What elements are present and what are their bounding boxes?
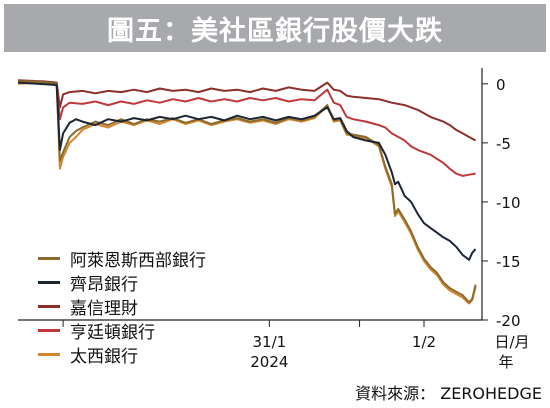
x-axis-label: 日/月: [494, 333, 529, 351]
legend-item: 亨廷頓銀行: [38, 318, 206, 343]
title-bar: 圖五：美社區銀行股價大跌: [4, 4, 546, 52]
y-tick-label: -10: [496, 194, 521, 212]
plot-panel: 0 -5 -10 -15 -20 31/1 2024 1/2 日/月年 阿萊恩斯西部銀行 齊昂銀行…: [4, 58, 546, 378]
legend-label: 齊昂銀行: [70, 274, 138, 295]
series-line-hilltop: [17, 81, 476, 177]
legend-label: 太西銀行: [70, 346, 138, 367]
x-axis-label-year: 年: [498, 353, 513, 371]
legend-swatch: [38, 256, 60, 260]
legend: 阿萊恩斯西部銀行 齊昂銀行嘉信理財亨廷頓銀行太西銀行: [38, 246, 206, 367]
legend-item: 嘉信理財: [38, 294, 206, 319]
y-tick-label: -15: [496, 253, 521, 271]
x-tick-label: 31/1: [252, 333, 286, 351]
chart-title: 圖五：美社區銀行股價大跌: [107, 15, 443, 47]
series-line-hingham: [17, 79, 477, 142]
legend-item: 阿萊恩斯西部銀行: [38, 246, 206, 271]
legend-label: 嘉信理財: [70, 298, 138, 319]
series-line-alerus: [18, 80, 477, 304]
y-tick-label: 0: [496, 76, 506, 94]
legend-item: 太西銀行: [38, 342, 206, 367]
source-note: 資料來源： ZEROHEDGE: [355, 384, 542, 403]
line-chart: 0 -5 -10 -15 -20 31/1 2024 1/2 日/月年: [17, 68, 530, 371]
legend-swatch: [38, 304, 60, 308]
legend-item: 齊昂銀行: [38, 270, 206, 295]
y-tick-label: -20: [496, 312, 521, 330]
legend-label: 阿萊恩斯西部銀行: [70, 250, 206, 271]
y-tick-label: -5: [496, 135, 511, 153]
series-line-qcr: [17, 81, 477, 261]
x-tick-label: 1/2: [412, 333, 436, 351]
legend-swatch: [38, 352, 60, 356]
legend-label: 亨廷頓銀行: [70, 322, 155, 343]
legend-swatch: [38, 280, 60, 284]
x-tick-label-year: 2024: [250, 353, 288, 371]
legend-swatch: [38, 328, 60, 332]
